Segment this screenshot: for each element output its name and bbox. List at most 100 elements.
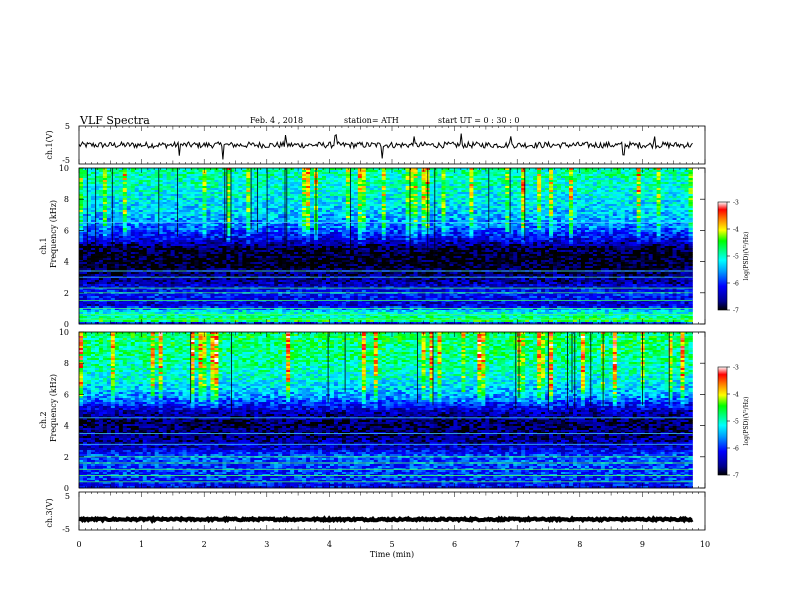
ch1-spectrogram-cell: [99, 176, 103, 178]
ch1-spectrogram-cell: [414, 182, 418, 184]
ch1-spectrogram-cell: [159, 182, 163, 184]
ch1-spectrogram-cell: [477, 182, 481, 184]
ch1-spectrogram-cell: [505, 172, 509, 174]
ch1-spectrogram-cell: [621, 176, 625, 178]
ch1-spectrogram-cell: [278, 186, 282, 188]
ch1-spectrogram-cell: [573, 184, 577, 186]
ch1-spectrogram-cell: [238, 176, 242, 178]
ch1-spectrogram-cell: [469, 170, 473, 172]
ch1-spectrogram-cell: [254, 176, 258, 178]
ch1-spectrogram-cell: [553, 184, 557, 186]
ch1-spectrogram-cell: [322, 170, 326, 172]
ch1-spectrogram-cell: [107, 172, 111, 174]
ch1-spectrogram-cell: [83, 174, 87, 176]
ch1-waveform-trace: [79, 134, 693, 160]
ch1-spectrogram-cell: [641, 174, 645, 176]
ch1-spectrogram-cell: [139, 174, 143, 176]
ch1-spectrogram-cell: [453, 176, 457, 178]
ch1-spectrogram-cell: [143, 174, 147, 176]
ch1-spectrogram-cell: [195, 174, 199, 176]
ch1-spectrogram-cell: [469, 178, 473, 180]
ch1-spectrogram-cell: [338, 170, 342, 172]
ch1-spectrogram-cell: [167, 178, 171, 180]
ch1-spectrogram-cell: [318, 176, 322, 178]
ch1-spectrogram-cell: [334, 172, 338, 174]
ch1-spectrogram-cell: [83, 178, 87, 180]
ch1-spectrogram-cell: [382, 180, 386, 182]
ch1-spectrogram-cell: [577, 180, 581, 182]
ch1-spectrogram-cell: [569, 174, 573, 176]
ch1-spectrogram-cell: [589, 170, 593, 172]
ch1-spectrogram-cell: [334, 186, 338, 188]
ch1-spectrogram-cell: [497, 178, 501, 180]
ch1-spectrogram-cell: [103, 184, 107, 186]
ch1-spectrogram-cell: [493, 178, 497, 180]
ch1-spectrogram-cell: [115, 172, 119, 174]
ch1-spectrogram-cell: [585, 178, 589, 180]
ch1-spectrogram-cell: [501, 182, 505, 184]
ch1-spectrogram-cell: [597, 178, 601, 180]
ch1-spectrogram-cell: [342, 182, 346, 184]
ch1-spectrogram-cell: [366, 170, 370, 172]
ch1-spectrogram-cell: [187, 186, 191, 188]
ch1-spectrogram-cell: [115, 174, 119, 176]
ch1-spectrogram-cell: [689, 170, 693, 172]
ch1-spectrogram-cell: [175, 184, 179, 186]
ch1-spectrogram-cell: [103, 178, 107, 180]
ch1-spectrogram-cell: [282, 186, 286, 188]
ch1-spectrogram-cell: [637, 176, 641, 178]
ch1-spectrogram-cell: [621, 178, 625, 180]
start-time-label: start UT = 0 : 30 : 0: [438, 116, 519, 125]
ch1-spectrogram-cell: [202, 184, 206, 186]
ch1-spectrogram-cell: [449, 178, 453, 180]
ch1-spectrogram-cell: [346, 178, 350, 180]
ch1-spectrogram-cell: [338, 176, 342, 178]
ch1-spectrogram-cell: [406, 170, 410, 172]
ch1-spectrogram-cell: [513, 174, 517, 176]
ch1-spectrogram-cell: [497, 174, 501, 176]
ch1-spectrogram-cell: [163, 178, 167, 180]
ch1-spectrogram-cell: [346, 184, 350, 186]
ch1-spectrogram-cell: [585, 176, 589, 178]
ch1-spectrogram-cell: [199, 178, 203, 180]
ch1-spectrogram-cell: [362, 178, 366, 180]
ch1-spectrogram-cell: [533, 170, 537, 172]
ch1-spectrogram-cell: [258, 176, 262, 178]
ch1-spectrogram-cell: [597, 176, 601, 178]
ch1-spectrogram-cell: [302, 186, 306, 188]
ch1-spectrogram-cell: [199, 184, 203, 186]
ch1-spectrogram-cell: [581, 180, 585, 182]
ch1-spectrogram-cell: [434, 182, 438, 184]
ch1-spectrogram-cell: [378, 178, 382, 180]
ch1-spectrogram-cell: [115, 180, 119, 182]
ch1-spectrogram-cell: [370, 182, 374, 184]
ch1-spectrogram-cell: [438, 176, 442, 178]
ch1-spectrogram-cell: [553, 174, 557, 176]
ch1-spectrogram-cell: [573, 174, 577, 176]
ch1-spectrogram-cell: [342, 176, 346, 178]
ch1-spectrogram-cell: [637, 178, 641, 180]
ch1-spectrogram-cell: [617, 176, 621, 178]
ch1-spectrogram-cell: [394, 178, 398, 180]
ch1-spectrogram-cell: [366, 186, 370, 188]
ch1-spectrogram-cell: [119, 176, 123, 178]
ch1-spectrogram-cell: [637, 182, 641, 184]
ch1-spectrogram-cell: [338, 172, 342, 174]
ch1-spectrogram-cell: [167, 180, 171, 182]
ch1-spectrogram-cell: [442, 174, 446, 176]
ch1-spectrogram-cell: [179, 170, 183, 172]
ch1-spectrogram-cell: [206, 172, 210, 174]
ch1-spectrogram-cell: [202, 182, 206, 184]
ch1-spectrogram-cell: [442, 182, 446, 184]
ch1-spectrogram-cell: [179, 176, 183, 178]
ch1-spectrogram-cell: [354, 184, 358, 186]
ch1-spectrogram-cell: [218, 184, 222, 186]
ch1-spectrogram-cell: [218, 186, 222, 188]
ch1-spectrogram-cell: [525, 182, 529, 184]
ch1-spectrogram-cell: [147, 176, 151, 178]
ch1-spectrogram-cell: [163, 182, 167, 184]
ch1-spectrogram-cell: [645, 184, 649, 186]
ch1-spectrogram-cell: [449, 180, 453, 182]
ch1-spectrogram-cell: [270, 174, 274, 176]
ch1-spectrogram-cell: [617, 170, 621, 172]
